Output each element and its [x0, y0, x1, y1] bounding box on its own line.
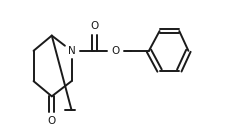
- Text: N: N: [68, 46, 75, 56]
- Text: O: O: [111, 46, 120, 56]
- Text: O: O: [48, 116, 56, 126]
- Text: O: O: [90, 22, 98, 31]
